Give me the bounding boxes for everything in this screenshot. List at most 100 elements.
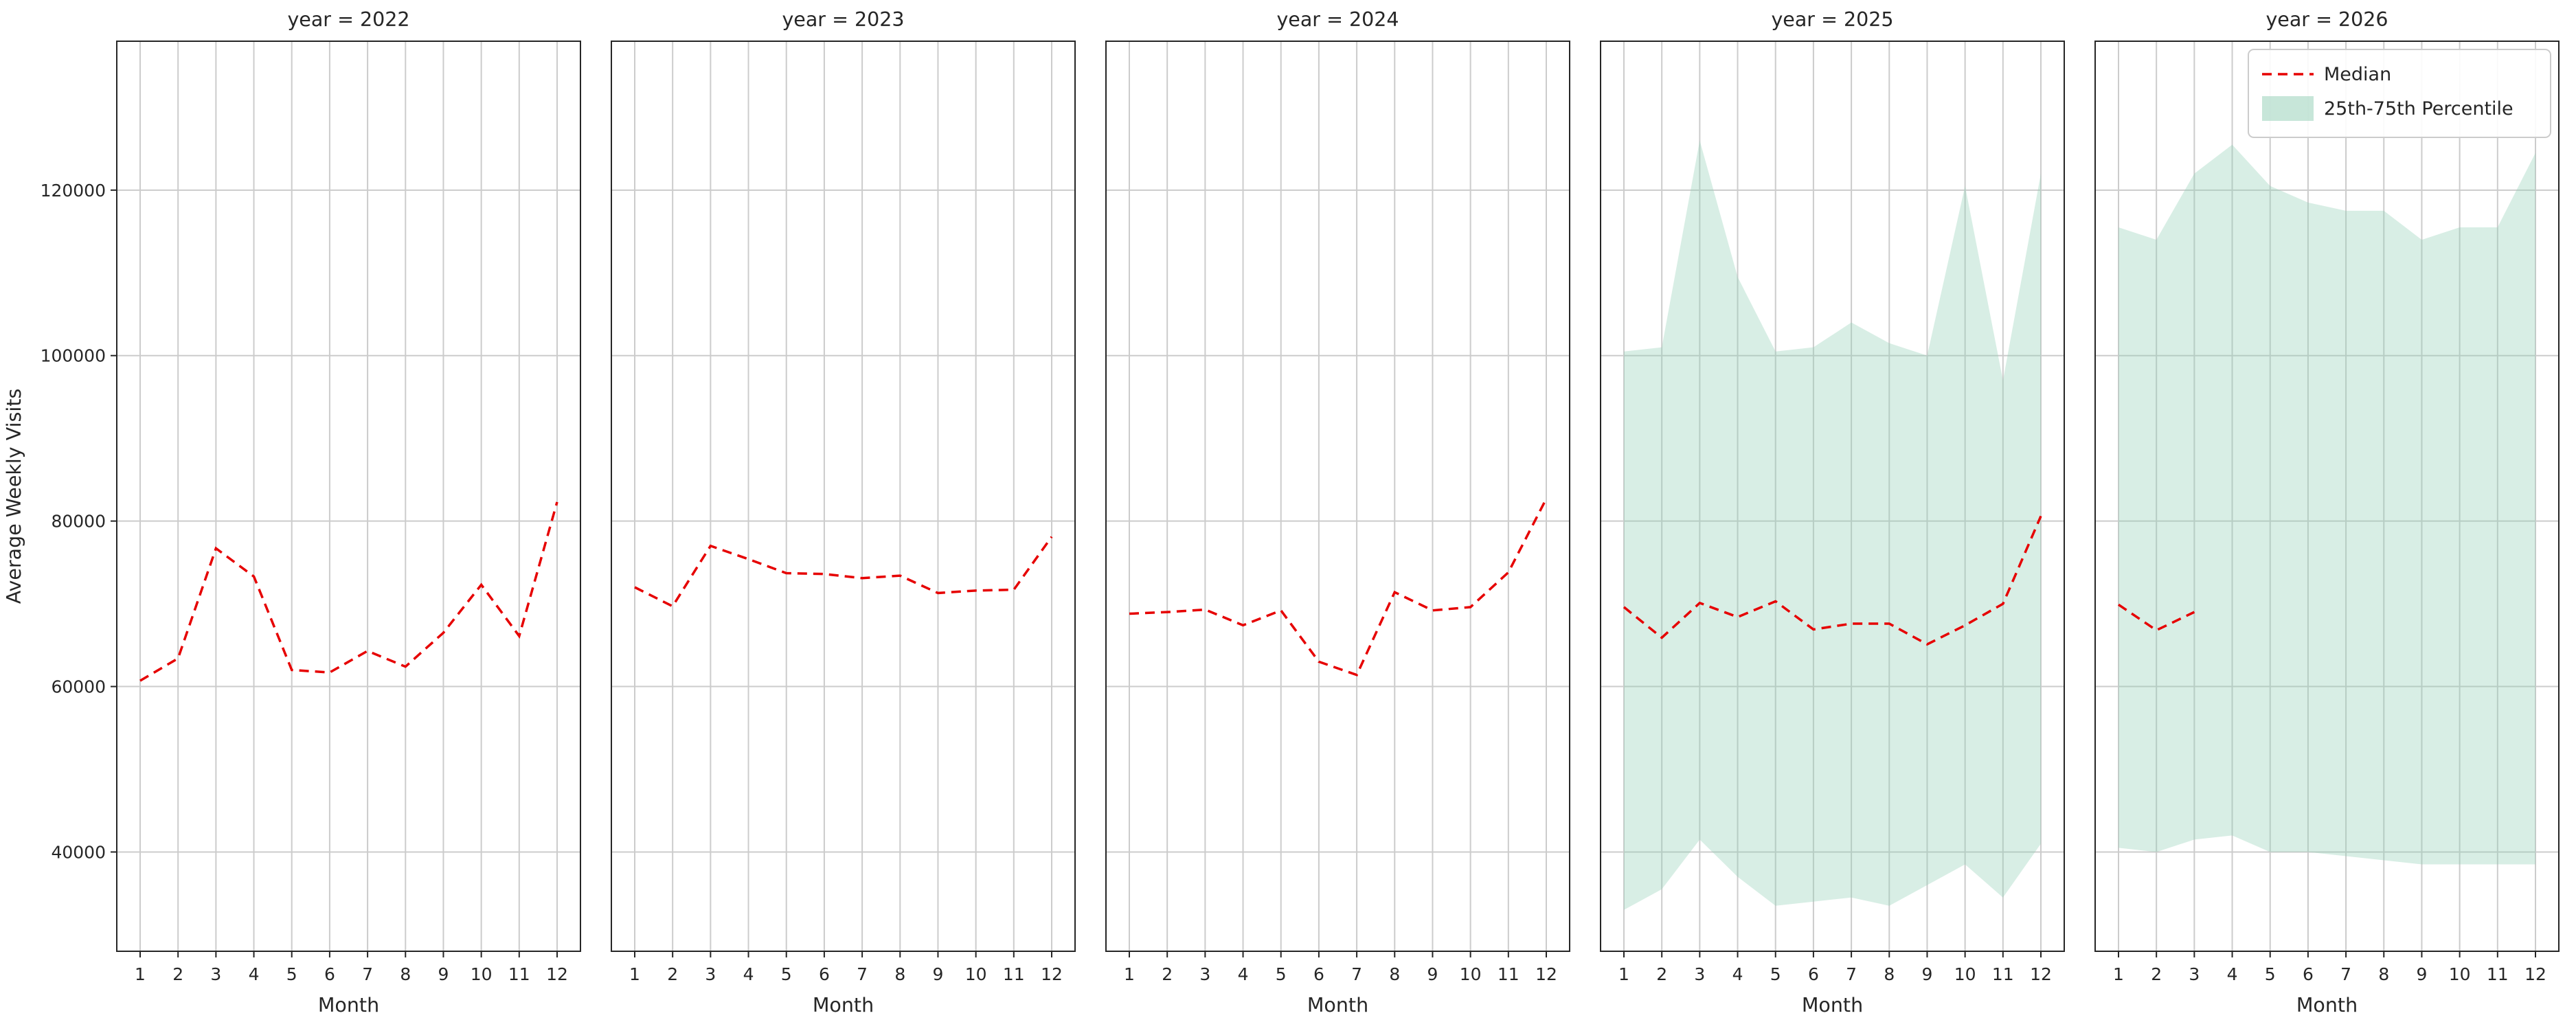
legend-band-label: 25th-75th Percentile: [2324, 98, 2513, 120]
median-line: [634, 536, 1053, 608]
x-tick-label: 4: [1238, 964, 1249, 984]
legend-box: [2248, 49, 2551, 138]
x-tick-label: 11: [1992, 964, 2014, 984]
x-tick-label: 5: [2265, 964, 2276, 984]
x-tick-label: 3: [210, 964, 221, 984]
x-tick-label: 7: [857, 964, 868, 984]
x-tick-label: 9: [438, 964, 449, 984]
percentile-band: [2119, 144, 2535, 865]
x-axis-label: Month: [1307, 994, 1368, 1017]
facet-title: year = 2026: [2266, 8, 2388, 31]
x-tick-label: 7: [362, 964, 373, 984]
x-tick-label: 1: [1124, 964, 1135, 984]
x-tick-label: 2: [2151, 964, 2162, 984]
x-axis-label: Month: [813, 994, 874, 1017]
x-tick-label: 5: [1276, 964, 1287, 984]
panel-spines: [1600, 41, 2065, 952]
x-tick-label: 2: [1656, 964, 1667, 984]
x-tick-label: 9: [1427, 964, 1438, 984]
x-tick-label: 4: [743, 964, 754, 984]
x-tick-label: 7: [1846, 964, 1857, 984]
median-line: [1623, 515, 2042, 646]
x-axis-label: Month: [1802, 994, 1863, 1017]
x-tick-label: 2: [667, 964, 678, 984]
panel-spines: [116, 41, 581, 952]
y-tick-label: 80000: [51, 512, 106, 532]
x-tick-label: 4: [249, 964, 260, 984]
facet-title: year = 2022: [287, 8, 409, 31]
facet-title: year = 2025: [1771, 8, 1893, 31]
x-tick-label: 3: [705, 964, 716, 984]
y-tick-label: 120000: [41, 181, 106, 201]
median-line: [139, 501, 558, 682]
x-tick-label: 9: [933, 964, 944, 984]
legend: Median 25th-75th Percentile: [2248, 49, 2551, 138]
x-tick-label: 11: [1498, 964, 1519, 984]
x-tick-label: 1: [629, 964, 640, 984]
x-axis-label: Month: [2296, 994, 2358, 1017]
legend-median-label: Median: [2324, 64, 2391, 85]
x-tick-label: 11: [2487, 964, 2509, 984]
x-tick-label: 12: [546, 964, 568, 984]
x-tick-label: 3: [1199, 964, 1210, 984]
y-tick-label: 100000: [41, 346, 106, 366]
percentile-band: [1624, 140, 2041, 910]
x-tick-label: 5: [781, 964, 792, 984]
x-tick-label: 6: [1313, 964, 1324, 984]
x-tick-label: 12: [1041, 964, 1063, 984]
x-tick-label: 6: [819, 964, 830, 984]
x-tick-label: 4: [1732, 964, 1743, 984]
median-line: [1129, 498, 1548, 677]
x-tick-label: 8: [894, 964, 905, 984]
x-tick-label: 1: [2113, 964, 2124, 984]
x-tick-label: 7: [2340, 964, 2351, 984]
x-tick-label: 12: [2030, 964, 2052, 984]
x-tick-label: 2: [1162, 964, 1173, 984]
legend-band-sample: [2262, 96, 2314, 121]
y-tick-label: 40000: [51, 842, 106, 862]
x-tick-label: 1: [135, 964, 146, 984]
facet-title: year = 2023: [782, 8, 904, 31]
x-tick-label: 4: [2227, 964, 2238, 984]
x-tick-label: 5: [286, 964, 297, 984]
x-tick-label: 10: [471, 964, 493, 984]
x-tick-label: 6: [2303, 964, 2314, 984]
x-tick-label: 10: [965, 964, 987, 984]
x-tick-label: 1: [1618, 964, 1629, 984]
panel-spines: [2094, 41, 2560, 952]
x-tick-label: 7: [1351, 964, 1362, 984]
x-tick-label: 5: [1770, 964, 1781, 984]
panel-spines: [611, 41, 1076, 952]
y-axis-label: Average Weekly Visits: [3, 389, 25, 604]
x-tick-label: 8: [400, 964, 411, 984]
x-tick-label: 11: [508, 964, 530, 984]
x-tick-label: 6: [1808, 964, 1819, 984]
x-tick-label: 8: [1884, 964, 1895, 984]
facet-title: year = 2024: [1276, 8, 1399, 31]
x-tick-label: 12: [1535, 964, 1557, 984]
x-tick-label: 8: [2378, 964, 2389, 984]
x-tick-label: 10: [1954, 964, 1976, 984]
x-tick-label: 2: [172, 964, 183, 984]
x-tick-label: 9: [2417, 964, 2428, 984]
x-tick-label: 11: [1003, 964, 1025, 984]
x-tick-label: 9: [1922, 964, 1933, 984]
y-tick-label: 60000: [51, 677, 106, 697]
x-tick-label: 6: [324, 964, 335, 984]
panel-spines: [1105, 41, 1570, 952]
x-tick-label: 12: [2524, 964, 2546, 984]
x-tick-label: 10: [2449, 964, 2471, 984]
x-tick-label: 3: [2189, 964, 2200, 984]
x-axis-label: Month: [318, 994, 379, 1017]
x-tick-label: 10: [1460, 964, 1482, 984]
x-tick-label: 8: [1389, 964, 1400, 984]
x-tick-label: 3: [1694, 964, 1705, 984]
